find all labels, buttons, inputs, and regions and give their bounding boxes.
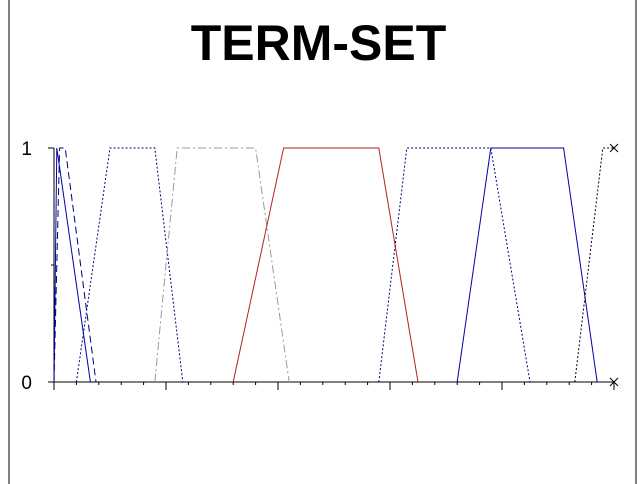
series-line-2 <box>53 147 97 383</box>
series-line-5 <box>232 147 419 383</box>
series-line-7 <box>456 147 598 383</box>
y-tick-label: 1 <box>21 139 32 160</box>
axes: 01 <box>21 139 619 394</box>
series-group <box>53 147 614 383</box>
y-tick-label: 0 <box>21 373 32 394</box>
series-line-6 <box>378 147 531 383</box>
end-marker <box>609 143 619 153</box>
series-line-3 <box>75 147 184 383</box>
end-marker <box>609 377 619 387</box>
chart-title: TERM-SET <box>190 15 447 71</box>
series-line-4 <box>154 147 290 383</box>
series-line-1 <box>53 147 91 383</box>
